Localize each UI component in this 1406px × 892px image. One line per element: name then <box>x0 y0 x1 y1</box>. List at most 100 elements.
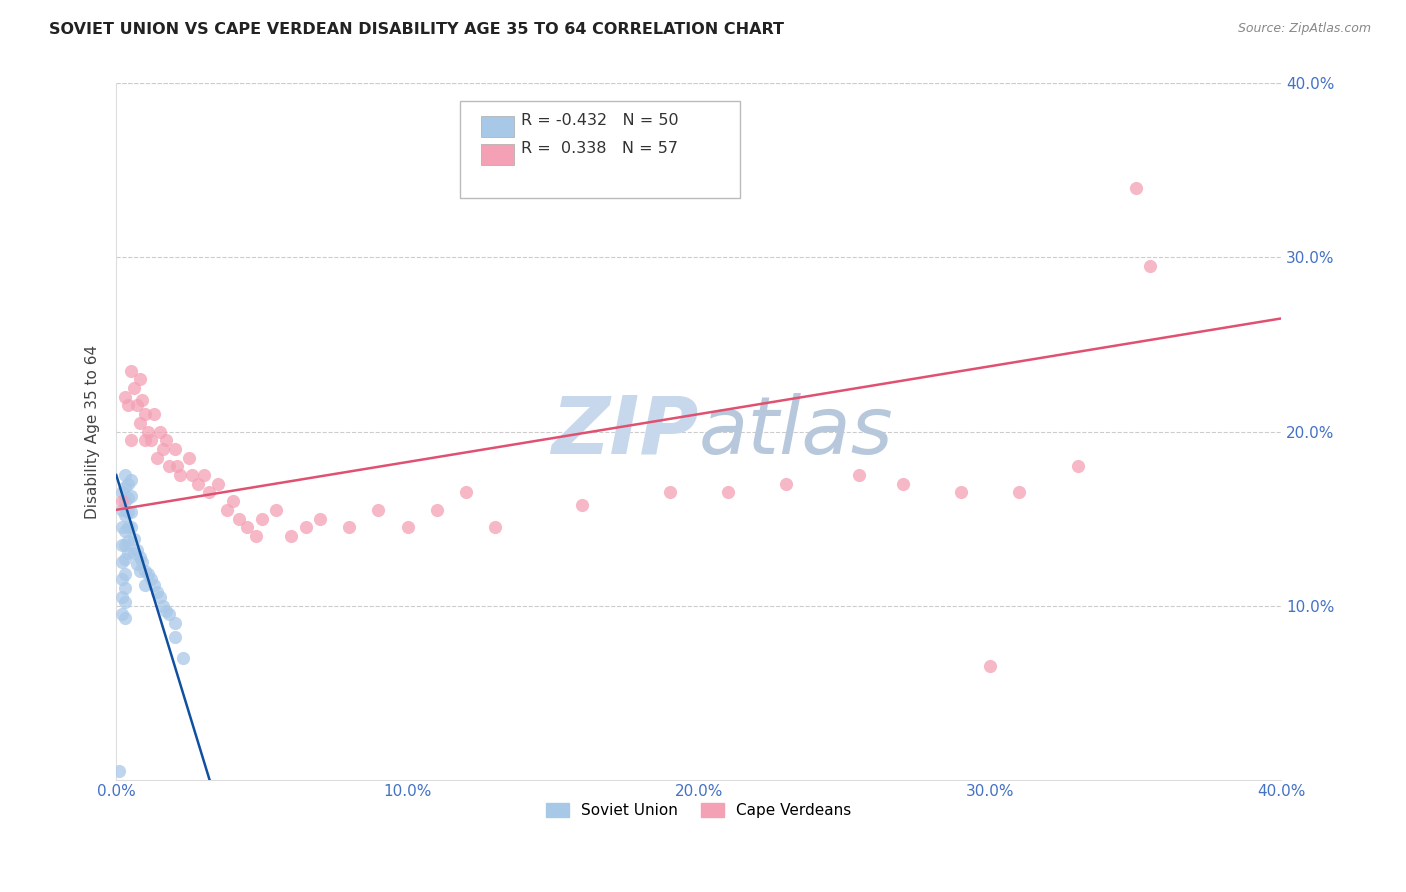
Point <box>117 505 139 519</box>
Point <box>114 551 136 566</box>
Point <box>222 494 245 508</box>
Point <box>128 372 150 386</box>
Point <box>152 599 174 613</box>
Point <box>122 381 145 395</box>
Point <box>775 476 797 491</box>
Point <box>294 520 316 534</box>
Point <box>484 520 506 534</box>
Point <box>134 407 156 421</box>
Point <box>120 434 142 448</box>
Point <box>114 468 136 483</box>
Point <box>134 434 156 448</box>
Point <box>157 607 180 622</box>
Point <box>717 485 740 500</box>
Point <box>1066 459 1088 474</box>
Point <box>114 611 136 625</box>
Point <box>146 584 169 599</box>
Point <box>146 450 169 465</box>
Point <box>125 557 148 571</box>
Point <box>120 489 142 503</box>
Point <box>136 567 159 582</box>
Point <box>152 442 174 456</box>
Point <box>117 476 139 491</box>
Point <box>163 630 186 644</box>
Point <box>114 595 136 609</box>
Point <box>114 567 136 582</box>
Point <box>367 503 389 517</box>
Point <box>163 442 186 456</box>
Point <box>848 468 870 483</box>
Point <box>1008 485 1031 500</box>
Point <box>177 450 200 465</box>
Point <box>117 520 139 534</box>
Point <box>128 564 150 578</box>
Y-axis label: Disability Age 35 to 64: Disability Age 35 to 64 <box>86 344 100 518</box>
Point <box>120 520 142 534</box>
Point <box>117 546 139 560</box>
Point <box>128 549 150 564</box>
Point <box>250 511 273 525</box>
Point <box>1125 181 1147 195</box>
Point <box>571 498 593 512</box>
Point <box>309 511 332 525</box>
Point <box>396 520 419 534</box>
Point <box>141 573 163 587</box>
Point <box>111 520 134 534</box>
Point <box>228 511 250 525</box>
Bar <box>481 144 513 165</box>
Point <box>236 520 259 534</box>
Point <box>891 476 914 491</box>
Point <box>114 508 136 522</box>
Point <box>157 459 180 474</box>
Point <box>131 393 153 408</box>
Point <box>125 399 148 413</box>
Point <box>149 425 172 439</box>
Point <box>141 434 163 448</box>
Point <box>122 546 145 560</box>
Point <box>245 529 267 543</box>
Point <box>111 538 134 552</box>
Point <box>122 533 145 547</box>
Point <box>114 524 136 538</box>
Point <box>136 425 159 439</box>
Point <box>108 764 131 778</box>
Bar <box>481 116 513 137</box>
Point <box>111 607 134 622</box>
Legend: Soviet Union, Cape Verdeans: Soviet Union, Cape Verdeans <box>540 797 858 824</box>
Point <box>1139 259 1161 273</box>
Point <box>111 590 134 604</box>
Point <box>114 480 136 494</box>
Point <box>117 399 139 413</box>
Point <box>114 581 136 595</box>
Point <box>979 659 1001 673</box>
Point <box>114 538 136 552</box>
Point <box>111 494 134 508</box>
Point <box>166 459 188 474</box>
Point <box>143 407 166 421</box>
Point <box>120 473 142 487</box>
Point <box>128 416 150 430</box>
Point <box>207 476 229 491</box>
Point <box>266 503 288 517</box>
Text: Source: ZipAtlas.com: Source: ZipAtlas.com <box>1237 22 1371 36</box>
Point <box>134 577 156 591</box>
Point <box>172 650 194 665</box>
Point <box>111 485 134 500</box>
Point <box>198 485 221 500</box>
Text: R =  0.338   N = 57: R = 0.338 N = 57 <box>520 141 678 156</box>
Point <box>134 564 156 578</box>
Point <box>280 529 302 543</box>
Text: SOVIET UNION VS CAPE VERDEAN DISABILITY AGE 35 TO 64 CORRELATION CHART: SOVIET UNION VS CAPE VERDEAN DISABILITY … <box>49 22 785 37</box>
Point <box>454 485 477 500</box>
Text: R = -0.432   N = 50: R = -0.432 N = 50 <box>520 112 678 128</box>
Point <box>949 485 972 500</box>
Point <box>426 503 449 517</box>
Point <box>111 573 134 587</box>
Point <box>149 590 172 604</box>
FancyBboxPatch shape <box>460 101 740 198</box>
Point <box>114 494 136 508</box>
Point <box>131 555 153 569</box>
Text: atlas: atlas <box>699 392 894 470</box>
Point <box>155 604 177 618</box>
Point <box>117 534 139 549</box>
